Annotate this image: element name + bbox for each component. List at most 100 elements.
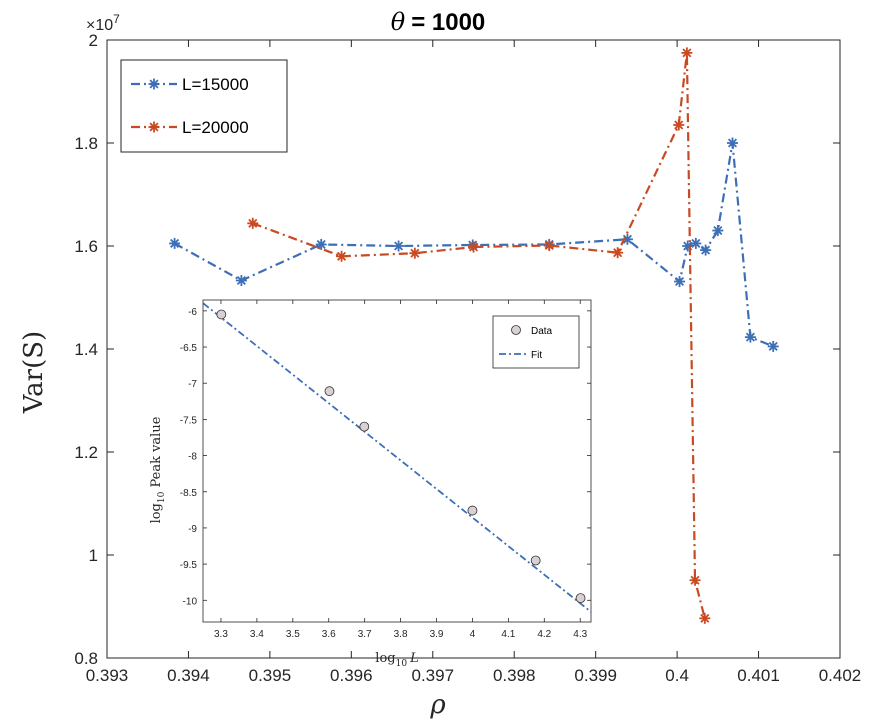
main-plot-area: 0.393 0.394 0.395 0.396 0.397 0.398 0.399 0.4 0.…	[74, 31, 861, 685]
y-exponent: ×107	[86, 12, 120, 34]
series-point	[247, 217, 259, 229]
inset-x-tick-label: 3.9	[430, 629, 444, 640]
legend-label: L=20000	[182, 118, 249, 137]
series-point-stroke	[674, 120, 684, 130]
series-point	[543, 239, 555, 251]
y-tick-label: 0.8	[74, 649, 98, 668]
legend-marker	[148, 121, 160, 133]
inset-y-axis-label: log10 Peak value	[149, 416, 167, 523]
series-line	[252, 52, 706, 619]
main-legend: L=15000 L=20000	[120, 59, 288, 153]
series-point-stroke	[682, 48, 692, 58]
inset-data-point	[324, 386, 335, 397]
y-axis-label: Var(S)	[19, 331, 49, 414]
series-point	[700, 244, 712, 256]
x-tick-label: 0.402	[819, 666, 862, 685]
title-text: = 1000	[411, 9, 485, 36]
inset-axes-frame	[202, 299, 592, 623]
series-point-stroke	[394, 241, 404, 251]
inset-x-tick-label: 4	[470, 629, 476, 640]
series-point	[612, 247, 624, 259]
inset-y-label-rest: Peak value	[149, 416, 164, 491]
main-legend-box	[120, 59, 288, 153]
series-point-stroke	[622, 234, 632, 244]
y-tick-label: 1	[89, 546, 98, 565]
inset-data-point	[216, 309, 227, 320]
inset-data-point	[575, 593, 586, 604]
x-tick-label: 0.399	[574, 666, 617, 685]
series-point-stroke	[700, 613, 710, 623]
series-point	[682, 240, 694, 252]
series-point	[689, 574, 701, 586]
inset-y-tick-label: -7	[188, 379, 197, 390]
series-point-stroke	[248, 218, 258, 228]
series-point	[409, 247, 421, 259]
series-point-stroke	[701, 245, 711, 255]
inset-x-label-var: L	[409, 651, 419, 666]
x-tick-label: 0.398	[493, 666, 536, 685]
inset-legend-label: Fit	[531, 350, 542, 361]
inset-y-tick-label: -10	[183, 596, 198, 607]
inset-x-tick-label: 3.5	[286, 629, 300, 640]
series-point	[393, 240, 405, 252]
legend-label: L=15000	[182, 75, 249, 94]
y-tick-label: 1.2	[74, 443, 98, 462]
x-tick-label: 0.393	[86, 666, 129, 685]
inset-x-label-log: log	[375, 651, 395, 666]
y-tick-label: 1.6	[74, 237, 98, 256]
inset-plot: 3.3 3.4 3.5 3.6 3.7 3.8 3.9 4 4.1 4.2 4.3 -6 -6.5 -7 -…	[149, 299, 592, 669]
chart-title: θ = 1000	[391, 8, 486, 36]
inset-legend: Data Fit	[492, 315, 580, 369]
series-point-stroke	[768, 341, 778, 351]
series-point	[744, 331, 756, 343]
inset-y-tick-label: -9.5	[180, 560, 198, 571]
inset-x-tick-label: 3.3	[214, 629, 228, 640]
y-exponent-power: 7	[113, 12, 120, 26]
series-point	[235, 275, 247, 287]
series-point-stroke	[713, 226, 723, 236]
series-point-stroke	[410, 248, 420, 258]
series-point	[690, 237, 702, 249]
y-tick-label: 1.8	[74, 134, 98, 153]
inset-y-tick-label: -8.5	[180, 488, 198, 499]
series-point-stroke	[683, 241, 693, 251]
inset-data-point	[359, 421, 370, 432]
series-point	[336, 250, 348, 262]
series-point	[767, 340, 779, 352]
inset-y-tick-label: -7.5	[180, 415, 198, 426]
inset-y-tick-label: -8	[188, 452, 197, 463]
series-point-stroke	[675, 277, 685, 287]
legend-marker-stroke	[149, 79, 159, 89]
title-theta: θ	[391, 8, 406, 36]
inset-x-tick-label: 4.2	[537, 629, 551, 640]
x-tick-label: 0.394	[167, 666, 210, 685]
inset-x-tick-label: 3.4	[250, 629, 264, 640]
inset-y-tick-label: -6.5	[180, 343, 198, 354]
inset-y-tick-label: -9	[188, 524, 197, 535]
legend-marker	[148, 78, 160, 90]
series-point-stroke	[468, 242, 479, 252]
series-point	[169, 237, 181, 249]
series-point-stroke	[727, 138, 738, 148]
x-axis-label: ρ	[429, 690, 446, 720]
inset-x-label-sub: 10	[396, 659, 408, 669]
y-tick-label: 2	[89, 31, 98, 50]
series-point-stroke	[745, 332, 755, 342]
inset-legend-entry: Data	[511, 325, 553, 337]
inset-y-tick-label: -6	[188, 307, 197, 318]
inset-x-tick-label: 4.3	[573, 629, 587, 640]
series-L=20000	[247, 47, 711, 624]
x-tick-label: 0.4	[665, 666, 689, 685]
inset-x-tick-label: 3.7	[358, 629, 372, 640]
inset-legend-box	[492, 315, 580, 369]
series-point	[315, 238, 327, 250]
series-point	[726, 137, 738, 149]
series-point-stroke	[613, 248, 623, 258]
inset-x-tick-label: 4.1	[501, 629, 515, 640]
x-tick-label: 0.401	[737, 666, 780, 685]
y-tick-label: 1.4	[74, 340, 98, 359]
series-point	[681, 47, 693, 59]
series-point-stroke	[690, 575, 700, 585]
inset-y-label-sub: 10	[157, 491, 167, 503]
